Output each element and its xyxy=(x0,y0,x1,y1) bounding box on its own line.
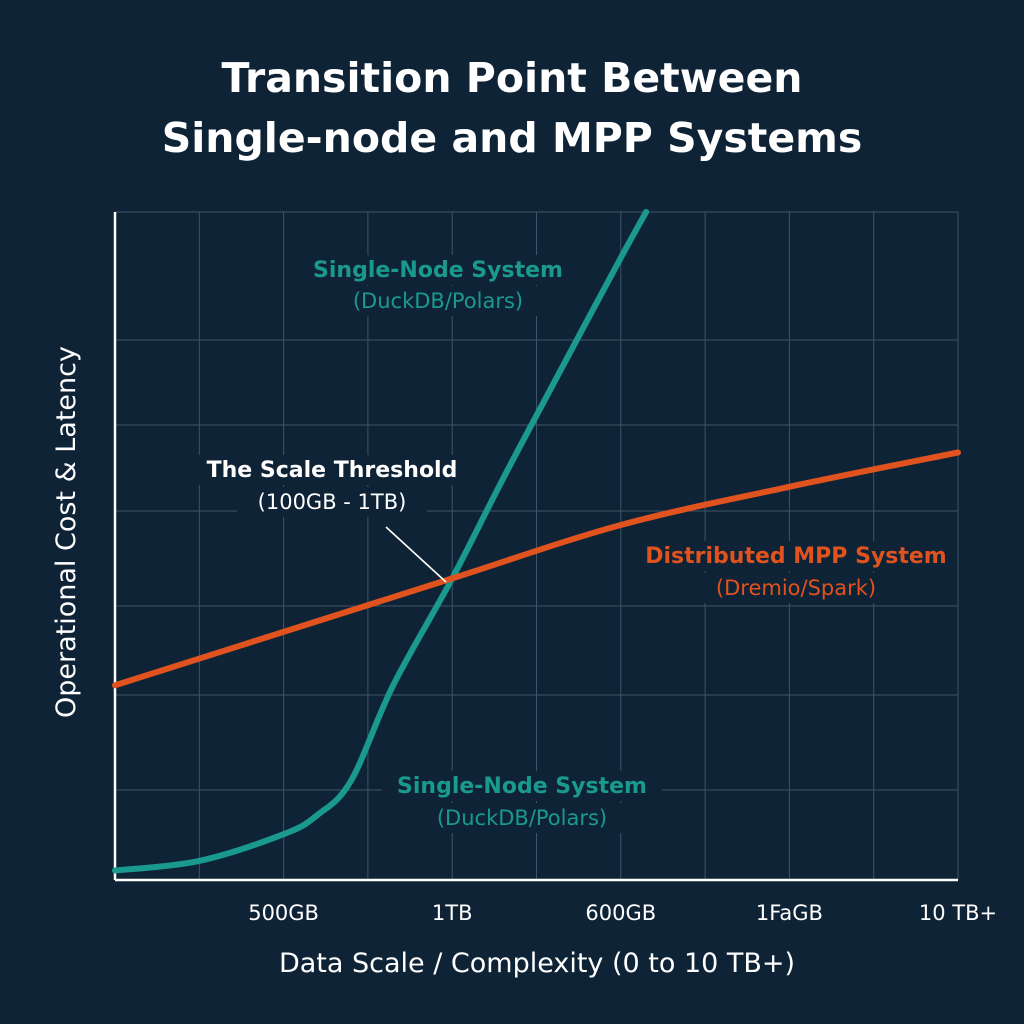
series-label-mpp-backdrop xyxy=(636,541,956,571)
x-tick-label: 1FaGB xyxy=(756,901,823,925)
chart-title-line-2: Single-node and MPP Systems xyxy=(162,114,863,162)
series-sublabel-single-node-top-backdrop xyxy=(333,286,543,316)
series-line-mpp xyxy=(112,449,961,689)
series-sublabel-mpp-backdrop xyxy=(696,573,896,603)
annotation-subtitle-backdrop xyxy=(237,487,427,517)
series-label-single-node-top: Single-Node System xyxy=(313,258,563,283)
y-axis-label: Operational Cost & Latency xyxy=(51,346,82,718)
annotation-leader-line xyxy=(385,526,447,583)
x-tick-label: 600GB xyxy=(585,901,656,925)
series-sublabel-single-node-bottom-backdrop xyxy=(417,803,627,833)
series-sublabel-single-node-top: (DuckDB/Polars) xyxy=(353,289,523,313)
chart-title-line-1: Transition Point Between xyxy=(222,54,803,102)
labels: Single-Node System (DuckDB/Polars) Single-… xyxy=(192,255,956,833)
grid xyxy=(115,211,959,880)
axes: 500GB 1TB 600GB 1FaGB 10 TB+ xyxy=(113,212,997,925)
x-tick-label: 10 TB+ xyxy=(919,901,997,925)
series-label-single-node-bottom: Single-Node System xyxy=(397,774,647,799)
series-sublabel-single-node-bottom: (DuckDB/Polars) xyxy=(437,806,607,830)
series xyxy=(112,209,961,874)
x-tick-label: 1TB xyxy=(432,901,473,925)
annotation-subtitle: (100GB - 1TB) xyxy=(258,490,407,514)
series-label-mpp: Distributed MPP System xyxy=(645,544,947,569)
annotation-title-backdrop xyxy=(192,455,472,485)
series-line-single-node xyxy=(112,209,650,874)
series-label-single-node-top-backdrop xyxy=(298,255,578,285)
series-label-single-node-bottom-backdrop xyxy=(382,771,662,801)
x-tick-label: 500GB xyxy=(248,901,319,925)
annotation-title: The Scale Threshold xyxy=(207,458,458,483)
series-sublabel-mpp: (Dremio/Spark) xyxy=(716,576,876,600)
x-axis-label: Data Scale / Complexity (0 to 10 TB+) xyxy=(279,948,795,979)
